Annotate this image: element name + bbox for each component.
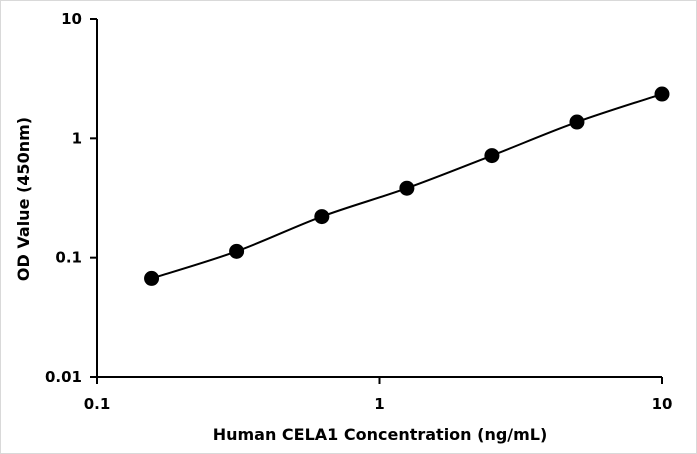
data-point [569,114,585,130]
y-tick-label: 10 [61,10,82,28]
series [144,86,670,286]
y-tick-label: 0.01 [45,368,82,386]
y-tick-label: 0.1 [55,249,82,267]
data-point [654,86,670,102]
data-point [314,209,330,225]
x-axis-title: Human CELA1 Concentration (ng/mL) [213,425,548,444]
y-tick-label: 1 [72,129,82,147]
x-tick-label: 10 [652,395,673,413]
data-point [144,270,160,286]
data-point [399,180,415,196]
data-point [484,148,500,164]
y-axis-title: OD Value (450nm) [14,117,33,281]
x-tick-label: 0.1 [84,395,111,413]
data-point [229,243,245,259]
x-tick-label: 1 [374,395,384,413]
